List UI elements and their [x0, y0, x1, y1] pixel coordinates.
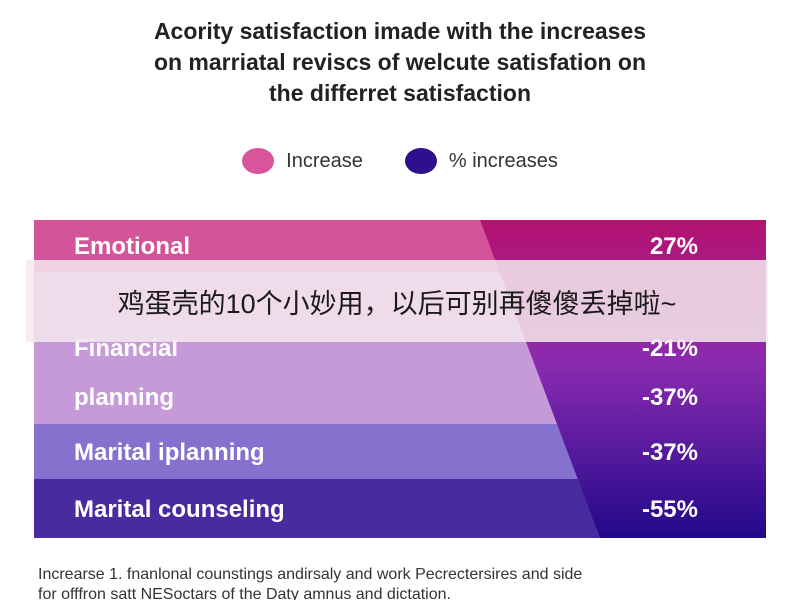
legend-item-pct-increases: % increases	[404, 148, 558, 174]
chart-title: Acority satisfaction imade with the incr…	[0, 16, 800, 109]
footnote: Increarse 1. fnanlonal counstings andirs…	[38, 565, 778, 600]
row-value: -37%	[641, 384, 698, 411]
title-line: Acority satisfaction imade with the incr…	[153, 18, 647, 44]
legend-label-pct-increases: % increases	[448, 149, 558, 172]
footnote-line: for offfron satt NESoctars of the Daty a…	[38, 586, 451, 600]
row-label: Marital counseling	[74, 496, 285, 523]
legend-swatch-pct-increases	[404, 148, 437, 174]
row-label: Marital iplanning	[74, 439, 265, 466]
row-label: planning	[74, 384, 174, 411]
footnote-line: Increarse 1. fnanlonal counstings andirs…	[38, 566, 583, 583]
row-value: -55%	[641, 496, 698, 523]
legend: Increase % increases	[0, 146, 800, 176]
title-line: the differret satisfaction	[269, 80, 531, 106]
title-line: on marriatal reviscs of welcute satisfat…	[153, 49, 647, 75]
overlay-caption: 鸡蛋壳的10个小妙用，以后可别再傻傻丢掉啦~	[26, 260, 768, 342]
legend-label-increase: Increase	[286, 149, 363, 172]
row-label: Emotional	[74, 233, 191, 260]
row-value: -37%	[641, 439, 698, 466]
legend-swatch-increase	[242, 148, 275, 174]
legend-item-increase: Increase	[242, 148, 363, 174]
row-value: 27%	[649, 233, 698, 260]
